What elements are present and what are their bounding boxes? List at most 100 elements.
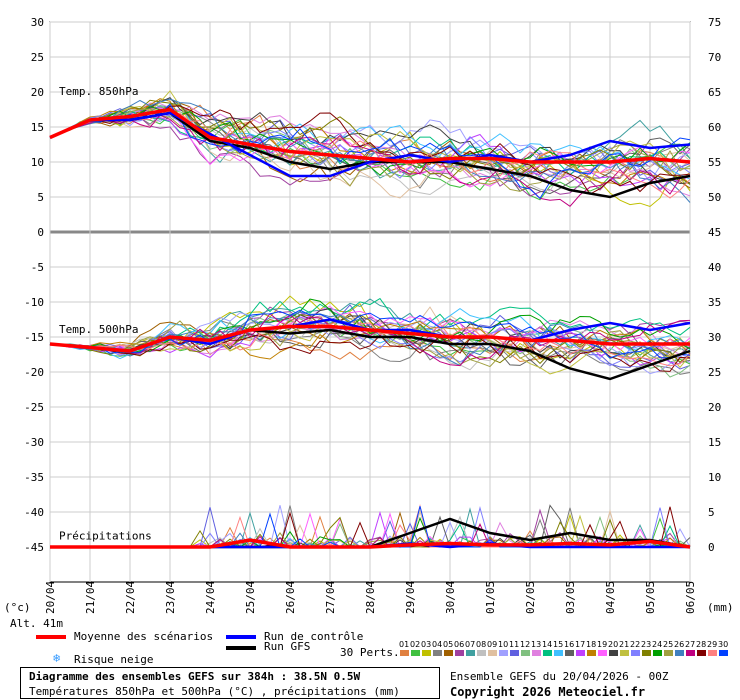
legend-mean-swatch bbox=[36, 635, 66, 639]
date-tick-label: 06/05 bbox=[684, 581, 697, 614]
pert-swatch bbox=[433, 650, 442, 656]
pert-number: 23 bbox=[641, 640, 652, 649]
pert-number: 12 bbox=[520, 640, 531, 649]
footer-title: Diagramme des ensembles GEFS sur 384h : … bbox=[29, 670, 361, 683]
pert-swatch bbox=[576, 650, 585, 656]
altitude-label: Alt. 41m bbox=[10, 617, 63, 630]
pert-swatch bbox=[686, 650, 695, 656]
panel-label-t850: Temp. 850hPa bbox=[59, 85, 138, 98]
pert-swatch bbox=[675, 650, 684, 656]
date-tick-label: 01/05 bbox=[484, 581, 497, 614]
snowflake-icon: ❄ bbox=[53, 651, 61, 665]
pert-swatch bbox=[598, 650, 607, 656]
legend-snow-label: Risque neige bbox=[74, 653, 154, 666]
pert-number: 18 bbox=[586, 640, 597, 649]
date-tick-label: 22/04 bbox=[124, 581, 137, 614]
date-tick-label: 25/04 bbox=[244, 581, 257, 614]
right-tick-label: 40 bbox=[708, 261, 721, 274]
right-tick-label: 45 bbox=[708, 226, 721, 239]
pert-number: 30 bbox=[718, 640, 729, 649]
left-tick-label: 15 bbox=[31, 121, 44, 134]
legend-perts-label: 30 Perts. bbox=[340, 646, 400, 659]
pert-t850-line bbox=[49, 90, 691, 183]
pert-number: 28 bbox=[696, 640, 707, 649]
run-info: Ensemble GEFS du 20/04/2026 - 00Z bbox=[450, 670, 669, 683]
left-tick-label: 0 bbox=[37, 226, 44, 239]
pert-number: 17 bbox=[575, 640, 586, 649]
pert-number: 15 bbox=[553, 640, 564, 649]
pert-t500-line bbox=[49, 298, 691, 354]
pert-number: 24 bbox=[652, 640, 663, 649]
right-tick-label: 15 bbox=[708, 436, 721, 449]
date-tick-label: 28/04 bbox=[364, 581, 377, 614]
pert-number: 10 bbox=[498, 640, 509, 649]
pert-swatch bbox=[719, 650, 728, 656]
right-tick-label: 30 bbox=[708, 331, 721, 344]
pert-number: 02 bbox=[410, 640, 421, 649]
pert-swatch bbox=[521, 650, 530, 656]
date-tick-label: 02/05 bbox=[524, 581, 537, 614]
date-tick-label: 23/04 bbox=[164, 581, 177, 614]
pert-number: 27 bbox=[685, 640, 696, 649]
pert-number: 20 bbox=[608, 640, 619, 649]
date-tick-label: 24/04 bbox=[204, 581, 217, 614]
pert-number: 19 bbox=[597, 640, 608, 649]
pert-t500-line bbox=[49, 317, 691, 367]
pert-swatch bbox=[510, 650, 519, 656]
pert-number: 01 bbox=[399, 640, 410, 649]
panel-label-precip: Précipitations bbox=[59, 530, 152, 543]
date-tick-label: 27/04 bbox=[324, 581, 337, 614]
pert-swatch bbox=[587, 650, 596, 656]
right-tick-label: 60 bbox=[708, 121, 721, 134]
series-t850-line bbox=[49, 111, 691, 178]
pert-number: 08 bbox=[476, 640, 487, 649]
right-tick-label: 10 bbox=[708, 471, 721, 484]
right-tick-label: 20 bbox=[708, 401, 721, 414]
left-tick-label: -25 bbox=[24, 401, 44, 414]
right-tick-label: 0 bbox=[708, 541, 715, 554]
pert-swatch bbox=[455, 650, 464, 656]
pert-number: 09 bbox=[487, 640, 498, 649]
right-tick-label: 65 bbox=[708, 86, 721, 99]
left-tick-label: -40 bbox=[24, 506, 44, 519]
pert-swatch bbox=[565, 650, 574, 656]
pert-t850-line bbox=[49, 113, 691, 199]
right-tick-label: 50 bbox=[708, 191, 721, 204]
left-tick-label: 5 bbox=[37, 191, 44, 204]
pert-number: 26 bbox=[674, 640, 685, 649]
pert-number: 04 bbox=[432, 640, 443, 649]
date-tick-label: 03/05 bbox=[564, 581, 577, 614]
pert-number: 14 bbox=[542, 640, 553, 649]
left-tick-label: -45 bbox=[24, 541, 44, 554]
pert-number: 25 bbox=[663, 640, 674, 649]
pert-swatch bbox=[642, 650, 651, 656]
left-tick-label: 25 bbox=[31, 51, 44, 64]
left-tick-label: 10 bbox=[31, 156, 44, 169]
legend-gfs-label: Run GFS bbox=[264, 640, 311, 653]
pert-swatch bbox=[488, 650, 497, 656]
pert-swatch bbox=[609, 650, 618, 656]
pert-swatch bbox=[664, 650, 673, 656]
legend-mean-label: Moyenne des scénarios bbox=[74, 630, 214, 643]
right-tick-label: 25 bbox=[708, 366, 721, 379]
footer-subtitle: Températures 850hPa et 500hPa (°C) , pré… bbox=[29, 685, 400, 698]
panel-label-t500: Temp. 500hPa bbox=[59, 323, 138, 336]
right-tick-label: 5 bbox=[708, 506, 715, 519]
pert-swatch bbox=[444, 650, 453, 656]
legend-control-swatch bbox=[226, 635, 256, 639]
left-tick-label: 20 bbox=[31, 86, 44, 99]
pert-swatch bbox=[466, 650, 475, 656]
left-tick-label: -30 bbox=[24, 436, 44, 449]
series-t500-line bbox=[49, 324, 690, 353]
right-unit-label: (mm) bbox=[707, 601, 734, 614]
date-tick-label: 04/05 bbox=[604, 581, 617, 614]
pert-swatch bbox=[653, 650, 662, 656]
pert-swatch bbox=[400, 650, 409, 656]
pert-number: 22 bbox=[630, 640, 641, 649]
series-t850-line bbox=[49, 107, 691, 164]
pert-swatch bbox=[477, 650, 486, 656]
pert-swatch bbox=[532, 650, 541, 656]
copyright: Copyright 2026 Meteociel.fr bbox=[450, 685, 646, 699]
pert-swatch bbox=[708, 650, 717, 656]
legend-gfs-swatch bbox=[226, 646, 256, 650]
